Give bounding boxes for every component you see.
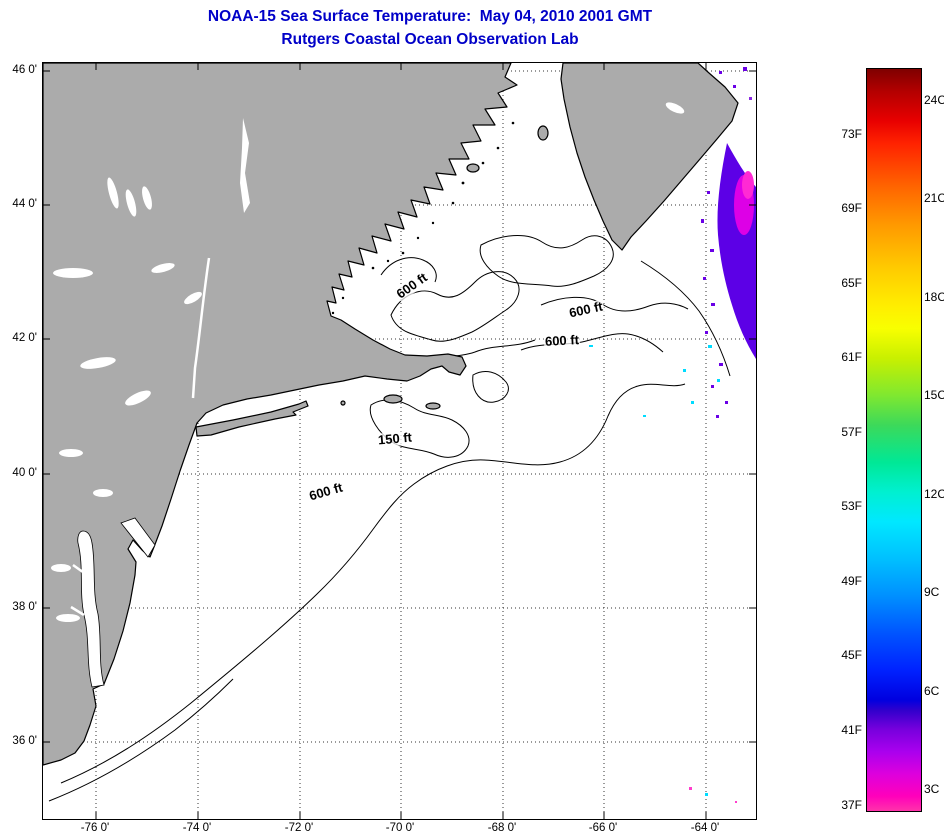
long-island — [195, 400, 309, 437]
temperature-colorbar — [866, 68, 922, 812]
colorbar-c-label: 12C — [924, 487, 944, 501]
colorbar-c-label: 3C — [924, 782, 940, 796]
minas-basin — [665, 102, 685, 114]
colorbar-c-label: 15C — [924, 388, 944, 402]
marthas-vineyard — [383, 394, 403, 404]
lat-tick-label: 40 0' — [12, 467, 37, 479]
lake-champlain — [240, 118, 250, 213]
colorbar-f-label: 69F — [841, 201, 862, 215]
lon-tick-label: -72 0' — [284, 822, 314, 834]
map-canvas — [42, 62, 757, 820]
hudson-river — [191, 257, 211, 399]
colorbar-f-label: 65F — [841, 276, 862, 290]
nantucket — [425, 402, 441, 410]
block-island — [340, 400, 346, 406]
colorbar-c-label: 21C — [924, 191, 944, 205]
land-mass — [43, 63, 739, 766]
chesapeake-bay — [77, 530, 105, 688]
map-svg — [43, 63, 756, 819]
coastal-islets — [331, 121, 515, 315]
nova-scotia — [560, 63, 739, 251]
colorbar-f-label: 73F — [841, 127, 862, 141]
mainland — [43, 63, 518, 766]
lon-tick-label: -76 0' — [80, 822, 110, 834]
colorbar-c-label: 6C — [924, 684, 940, 698]
lon-tick-label: -64 0' — [690, 822, 720, 834]
lon-tick-label: -70 0' — [385, 822, 415, 834]
colorbar-f-label: 49F — [841, 574, 862, 588]
lat-tick-label: 46 0' — [12, 64, 37, 76]
page-title: NOAA-15 Sea Surface Temperature: May 04,… — [207, 8, 653, 25]
colorbar-f-label: 41F — [841, 723, 862, 737]
lon-tick-label: -68 0' — [487, 822, 517, 834]
colorbar-f-label: 57F — [841, 425, 862, 439]
lat-tick-label: 38 0' — [12, 601, 37, 613]
lon-tick-label: -66 0' — [588, 822, 618, 834]
inland-water — [51, 102, 685, 688]
colorbar-f-label: 45F — [841, 648, 862, 662]
lat-tick-label: 36 0' — [12, 735, 37, 747]
grand-manan — [537, 125, 549, 141]
colorbar-f-label: 61F — [841, 350, 862, 364]
colorbar-c-label: 18C — [924, 290, 944, 304]
colorbar-c-label: 24C — [924, 93, 944, 107]
colorbar-f-label: 37F — [841, 798, 862, 812]
contour-label-600ft: 600 ft — [543, 332, 581, 349]
colorbar-f-label: 53F — [841, 499, 862, 513]
delaware-bay — [120, 517, 156, 558]
lat-tick-label: 44 0' — [12, 198, 37, 210]
river-branch — [70, 563, 88, 617]
lat-tick-label: 42 0' — [12, 332, 37, 344]
axis-ticks — [43, 63, 756, 819]
lon-tick-label: -74 0' — [182, 822, 212, 834]
sst-data-patches — [589, 67, 756, 803]
colorbar-c-label: 9C — [924, 585, 940, 599]
page-subtitle: Rutgers Coastal Ocean Observation Lab — [281, 31, 579, 48]
mount-desert — [466, 163, 480, 173]
